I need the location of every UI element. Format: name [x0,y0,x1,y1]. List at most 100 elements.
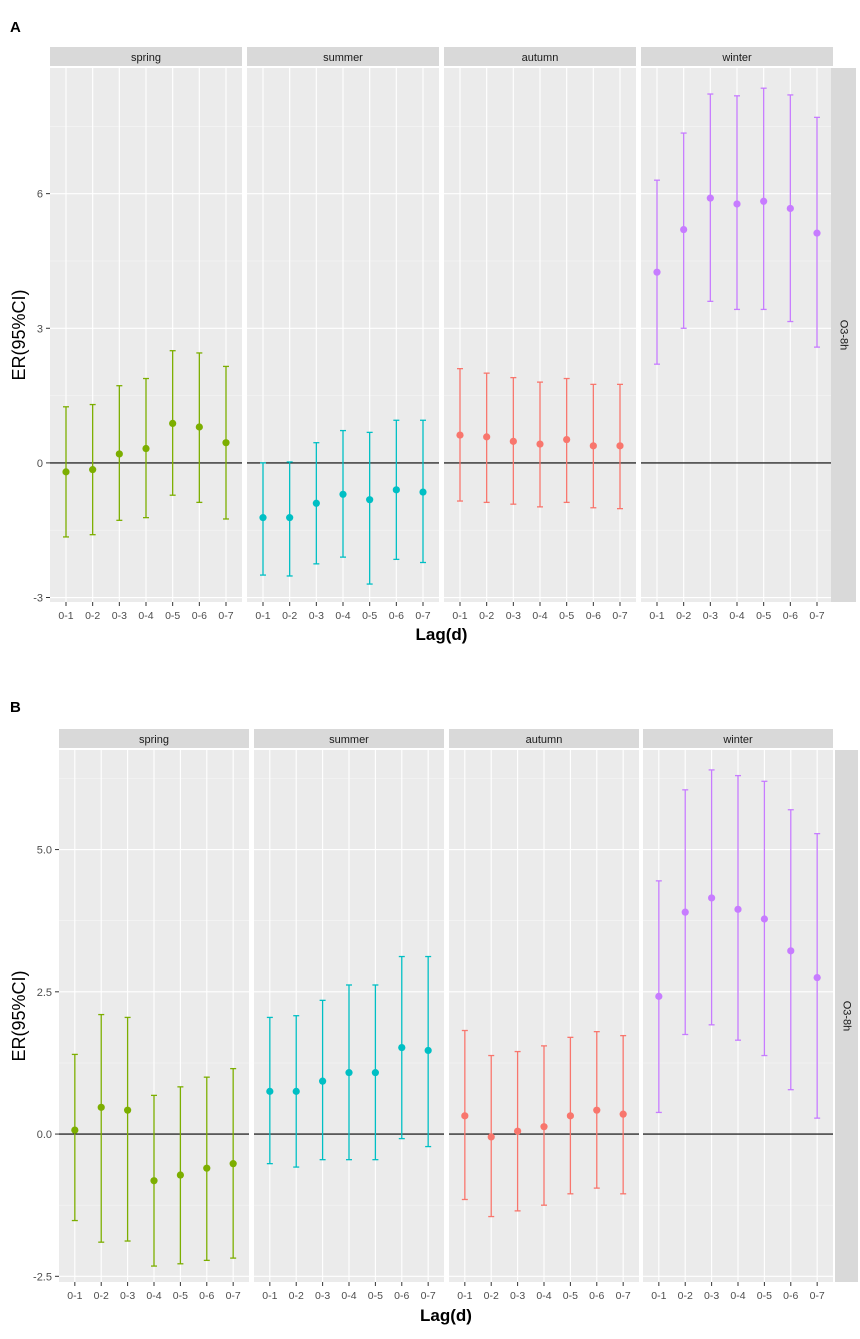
x-tick-label: 0-5 [368,1290,383,1302]
data-point [266,1087,274,1095]
data-point [286,514,294,522]
y-axis-title: ER(95%CI) [9,970,29,1061]
x-tick-label: 0-1 [67,1290,82,1302]
data-point [787,947,795,955]
x-tick-label: 0-3 [120,1290,135,1302]
x-tick-label: 0-2 [94,1290,109,1302]
x-tick-label: 0-4 [730,1290,745,1302]
facet-title: autumn [522,52,559,64]
facet-strip [247,47,439,66]
data-point [142,444,150,453]
x-tick-label: 0-3 [704,1290,719,1302]
facet-strip [254,729,444,748]
facet-strip [50,47,242,66]
data-point [461,1112,469,1120]
facet-strip-right-label: O3-8h [841,1001,853,1032]
data-point [229,1160,237,1168]
x-tick-label: 0-1 [457,1290,472,1302]
x-tick-label: 0-3 [112,610,127,622]
x-tick-label: 0-7 [415,610,430,622]
x-tick-label: 0-4 [146,1290,161,1302]
facet-title: winter [722,734,753,746]
data-point [371,1069,379,1077]
data-point [124,1106,132,1114]
x-tick-label: 0-5 [559,610,574,622]
x-tick-label: 0-1 [255,610,270,622]
x-tick-label: 0-2 [85,610,100,622]
data-point [509,437,517,445]
x-tick-label: 0-6 [586,610,601,622]
y-tick-label: -3 [33,593,43,605]
data-point [483,433,491,441]
data-point [760,197,768,205]
facet-winter: winter 0-1 0-2 0-3 0-4 0-5 0-6 0-7 [641,47,833,622]
data-point [419,488,427,496]
data-point [195,423,203,431]
y-tick-label: 5.0 [37,845,52,857]
x-tick-label: 0-5 [563,1290,578,1302]
x-tick-label: 0-4 [536,1290,551,1302]
data-point [566,1112,574,1120]
data-point [345,1069,353,1077]
x-tick-label: 0-6 [199,1290,214,1302]
data-point [203,1164,211,1172]
data-point [71,1126,79,1134]
x-tick-label: 0-6 [783,610,798,622]
y-tick-label: 0 [37,458,43,470]
data-point [540,1123,548,1131]
data-point [115,450,123,458]
x-axis-title: Lag(d) [416,625,468,644]
facet-summer: summer 0-1 0-2 0-3 0-4 0-5 0-6 0-7 [247,47,439,622]
data-point [222,439,230,447]
x-tick-label: 0-4 [729,610,744,622]
x-tick-label: 0-6 [192,610,207,622]
data-point [319,1077,327,1085]
data-point [706,194,714,202]
x-tick-label: 0-4 [335,610,350,622]
x-tick-label: 0-2 [479,610,494,622]
data-point [813,229,821,237]
x-tick-label: 0-2 [484,1290,499,1302]
x-tick-label: 0-5 [362,610,377,622]
data-point [593,1106,601,1114]
data-point [786,204,794,213]
data-point [398,1043,406,1052]
x-tick-label: 0-5 [756,610,771,622]
facet-title: winter [721,52,752,64]
facet-strip-right [831,68,856,602]
x-tick-label: 0-4 [138,610,153,622]
x-tick-label: 0-7 [810,1290,825,1302]
facet-strip-right [835,750,858,1282]
x-tick-label: 0-7 [421,1290,436,1302]
data-point [97,1103,105,1111]
data-point [655,992,663,1000]
x-tick-label: 0-6 [589,1290,604,1302]
data-point [169,419,177,428]
x-tick-label: 0-1 [649,610,664,622]
x-tick-label: 0-3 [510,1290,525,1302]
x-tick-label: 0-5 [173,1290,188,1302]
x-tick-label: 0-4 [341,1290,356,1302]
facet-spring: spring 0-1 0-2 0-3 0-4 0-5 0-6 0-7 [50,47,242,622]
data-point [813,973,821,982]
y-tick-label: 2.5 [37,987,52,999]
panel-label: B [10,699,21,716]
y-axis-title: ER(95%CI) [9,289,29,380]
facet-strip [643,729,833,748]
data-point [563,435,571,444]
data-point [176,1171,184,1179]
facet-title: summer [323,52,363,64]
x-tick-label: 0-2 [678,1290,693,1302]
data-point [708,894,716,902]
facet-autumn: autumn 0-1 0-2 0-3 0-4 0-5 0-6 0-7 [444,47,636,622]
data-point [259,514,267,522]
x-tick-label: 0-5 [757,1290,772,1302]
data-point [616,442,624,450]
data-point [733,200,741,208]
x-tick-label: 0-1 [651,1290,666,1302]
data-point [456,431,464,439]
data-point [536,440,544,448]
